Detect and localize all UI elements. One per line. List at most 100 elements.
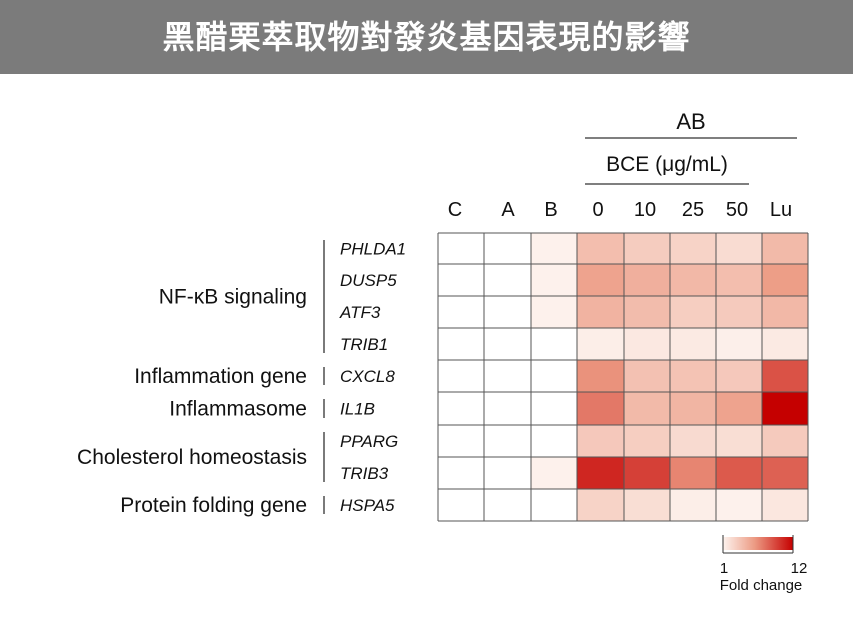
inner-group-label: BCE (μg/mL) — [606, 153, 728, 176]
group-label-nf-b-signaling: NF-κB signaling — [159, 286, 307, 309]
row-label-atf3: ATF3 — [339, 303, 381, 322]
column-label-lu: Lu — [770, 199, 792, 221]
cell-il1b-25 — [670, 392, 716, 425]
cell-trib3-c — [438, 457, 484, 489]
cell-phlda1-50 — [716, 233, 762, 264]
cell-hspa5-25 — [670, 489, 716, 521]
cell-atf3-a — [484, 296, 531, 328]
row-label-trib1: TRIB1 — [340, 335, 388, 354]
title-bar — [0, 0, 853, 74]
cell-trib1-10 — [624, 328, 670, 360]
cell-dusp5-50 — [716, 264, 762, 296]
cell-pparg-0 — [577, 425, 624, 457]
cell-trib3-b — [531, 457, 577, 489]
cell-trib3-lu — [762, 457, 808, 489]
cell-il1b-c — [438, 392, 484, 425]
cell-il1b-lu — [762, 392, 808, 425]
cell-dusp5-c — [438, 264, 484, 296]
row-label-pparg: PPARG — [340, 432, 398, 451]
cell-hspa5-0 — [577, 489, 624, 521]
cell-cxcl8-50 — [716, 360, 762, 392]
cell-hspa5-lu — [762, 489, 808, 521]
cell-pparg-c — [438, 425, 484, 457]
cell-atf3-10 — [624, 296, 670, 328]
cell-trib1-50 — [716, 328, 762, 360]
cell-pparg-50 — [716, 425, 762, 457]
column-label-0: 0 — [592, 199, 603, 221]
colorbar-title: Fold change — [720, 577, 803, 594]
group-label-protein-folding-gene: Protein folding gene — [120, 494, 307, 517]
cell-trib3-0 — [577, 457, 624, 489]
cell-hspa5-c — [438, 489, 484, 521]
cell-atf3-25 — [670, 296, 716, 328]
cell-trib1-a — [484, 328, 531, 360]
column-label-50: 50 — [726, 199, 748, 221]
cell-il1b-0 — [577, 392, 624, 425]
cell-trib3-25 — [670, 457, 716, 489]
heatmap-cells — [438, 233, 808, 521]
cell-dusp5-lu — [762, 264, 808, 296]
column-label-a: A — [501, 199, 515, 221]
cell-cxcl8-lu — [762, 360, 808, 392]
cell-atf3-b — [531, 296, 577, 328]
cell-hspa5-50 — [716, 489, 762, 521]
cell-phlda1-0 — [577, 233, 624, 264]
row-label-il1b: IL1B — [340, 400, 375, 419]
colorbar-min-label: 1 — [720, 560, 728, 577]
colorbar-max-label: 12 — [791, 560, 808, 577]
cell-trib3-a — [484, 457, 531, 489]
column-label-10: 10 — [634, 199, 656, 221]
cell-dusp5-25 — [670, 264, 716, 296]
row-label-cxcl8: CXCL8 — [340, 367, 395, 386]
colorbar-gradient — [723, 537, 793, 550]
cell-hspa5-10 — [624, 489, 670, 521]
cell-phlda1-25 — [670, 233, 716, 264]
cell-cxcl8-a — [484, 360, 531, 392]
column-group-headers: AB BCE (μg/mL) — [585, 109, 797, 185]
cell-atf3-50 — [716, 296, 762, 328]
cell-phlda1-b — [531, 233, 577, 264]
cell-phlda1-lu — [762, 233, 808, 264]
cell-dusp5-a — [484, 264, 531, 296]
cell-trib1-c — [438, 328, 484, 360]
cell-dusp5-b — [531, 264, 577, 296]
cell-dusp5-0 — [577, 264, 624, 296]
cell-phlda1-10 — [624, 233, 670, 264]
row-group-labels: NF-κB signaling Inflammation gene Inflamma… — [77, 240, 325, 517]
cell-trib1-lu — [762, 328, 808, 360]
cell-pparg-lu — [762, 425, 808, 457]
cell-cxcl8-25 — [670, 360, 716, 392]
column-label-25: 25 — [682, 199, 704, 221]
row-label-hspa5: HSPA5 — [340, 496, 395, 515]
cell-cxcl8-b — [531, 360, 577, 392]
cell-cxcl8-c — [438, 360, 484, 392]
group-label-inflammation-gene: Inflammation gene — [134, 365, 307, 388]
cell-atf3-lu — [762, 296, 808, 328]
cell-il1b-50 — [716, 392, 762, 425]
cell-trib3-10 — [624, 457, 670, 489]
cell-pparg-b — [531, 425, 577, 457]
page-title: 黑醋栗萃取物對發炎基因表現的影響 — [162, 18, 691, 56]
cell-atf3-0 — [577, 296, 624, 328]
cell-trib1-b — [531, 328, 577, 360]
heatmap-grid — [437, 232, 809, 522]
outer-group-label: AB — [676, 109, 705, 134]
row-labels: PHLDA1 DUSP5 ATF3 TRIB1 CXCL8 IL1B PPARG TRIB3 H… — [339, 240, 406, 516]
group-label-cholesterol-homeostasis: Cholesterol homeostasis — [77, 446, 307, 469]
row-label-dusp5: DUSP5 — [340, 271, 397, 290]
cell-il1b-a — [484, 392, 531, 425]
column-label-b: B — [544, 199, 557, 221]
cell-atf3-c — [438, 296, 484, 328]
cell-il1b-b — [531, 392, 577, 425]
cell-phlda1-a — [484, 233, 531, 264]
column-label-c: C — [448, 199, 462, 221]
cell-pparg-10 — [624, 425, 670, 457]
cell-trib3-50 — [716, 457, 762, 489]
row-label-trib3: TRIB3 — [340, 464, 389, 483]
cell-cxcl8-0 — [577, 360, 624, 392]
cell-pparg-a — [484, 425, 531, 457]
cell-cxcl8-10 — [624, 360, 670, 392]
cell-dusp5-10 — [624, 264, 670, 296]
cell-trib1-25 — [670, 328, 716, 360]
